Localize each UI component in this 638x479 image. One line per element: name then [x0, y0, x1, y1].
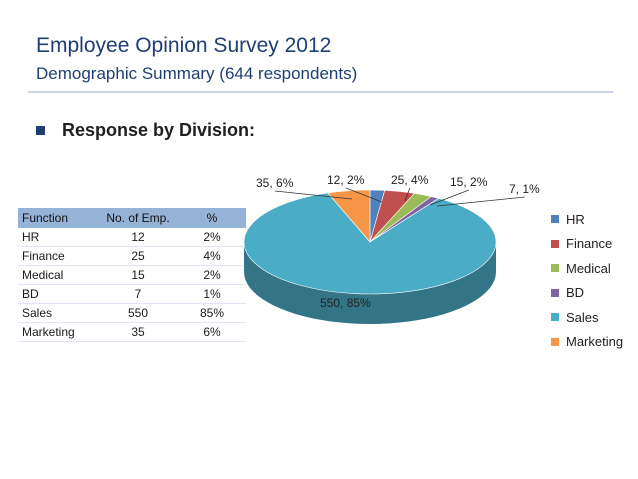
legend-label: Sales — [566, 309, 599, 325]
leader-line-finance — [404, 187, 411, 202]
table-row: Marketing 35 6% — [18, 322, 246, 342]
data-label-bd: 7, 1% — [509, 182, 540, 196]
cell-function: Marketing — [18, 322, 98, 342]
table-row: Finance 25 4% — [18, 246, 246, 266]
cell-percent: 2% — [178, 228, 246, 247]
pie-side-walls — [244, 242, 496, 324]
data-label-hr: 12, 2% — [327, 173, 365, 187]
legend-swatch — [551, 215, 559, 224]
pie-chart: 12, 2% 25, 4% 15, 2% 7, 1% 550, 85% 35, 6% — [243, 173, 540, 324]
legend-item-medical: Medical — [551, 256, 623, 281]
legend-item-sales: Sales — [551, 305, 623, 330]
cell-percent: 6% — [178, 322, 246, 342]
pie-slice-marketing — [327, 189, 371, 243]
legend-swatch — [551, 264, 559, 273]
table-row: HR 12 2% — [18, 228, 246, 247]
cell-function: Medical — [18, 265, 98, 285]
legend-label: BD — [566, 285, 585, 301]
data-label-medical: 15, 2% — [450, 175, 488, 189]
cell-function: HR — [18, 228, 98, 247]
legend-swatch — [551, 337, 559, 346]
cell-function: Sales — [18, 303, 98, 323]
legend-swatch — [551, 239, 559, 248]
cell-count: 35 — [98, 322, 178, 342]
leader-line-medical — [429, 189, 470, 206]
legend-label: Medical — [566, 260, 611, 276]
cell-count: 550 — [98, 303, 178, 323]
legend-item-hr: HR — [551, 207, 623, 232]
legend-item-finance: Finance — [551, 232, 623, 257]
legend-swatch — [551, 288, 559, 297]
legend-label: Marketing — [566, 334, 624, 350]
leader-line-marketing — [274, 190, 353, 200]
legend-label: Finance — [566, 236, 613, 252]
legend-swatch — [551, 313, 559, 322]
division-table: Function No. of Emp. % HR 12 2% Finance … — [18, 208, 246, 342]
header-percent: % — [178, 208, 246, 228]
slide-subtitle: Demographic Summary (644 respondents) — [36, 64, 358, 83]
header-function: Function — [18, 208, 98, 228]
pie-wall-sales — [244, 242, 496, 324]
square-bullet-icon — [36, 125, 45, 135]
bullet-point: Response by Division: — [36, 118, 255, 142]
slide-title: Employee Opinion Survey 2012 — [36, 34, 332, 57]
cell-percent: 2% — [178, 265, 246, 285]
cell-percent: 85% — [178, 303, 246, 323]
data-label-finance: 25, 4% — [391, 173, 429, 187]
data-label-marketing: 35, 6% — [256, 176, 294, 190]
cell-count: 25 — [98, 246, 178, 266]
cell-function: Finance — [18, 246, 98, 266]
legend-label: HR — [566, 211, 585, 227]
table-row: BD 7 1% — [18, 284, 246, 304]
chart-legend: HR Finance Medical BD Sales Marketing — [551, 207, 623, 354]
header-no-of-emp: No. of Emp. — [98, 208, 178, 228]
data-label-sales: 550, 85% — [320, 296, 371, 310]
table-row: Medical 15 2% — [18, 265, 246, 285]
leader-line-bd — [436, 196, 525, 207]
table-header-row: Function No. of Emp. % — [18, 208, 246, 228]
cell-percent: 1% — [178, 284, 246, 304]
cell-count: 7 — [98, 284, 178, 304]
cell-percent: 4% — [178, 246, 246, 266]
bullet-text: Response by Division: — [62, 119, 256, 140]
leader-line-hr — [345, 187, 383, 203]
legend-item-marketing: Marketing — [551, 330, 623, 355]
cell-count: 15 — [98, 265, 178, 285]
title-divider — [28, 91, 613, 93]
pie-slice-sales — [243, 192, 497, 295]
cell-function: BD — [18, 284, 98, 304]
table-row: Sales 550 85% — [18, 303, 246, 323]
cell-count: 12 — [98, 228, 178, 247]
legend-item-bd: BD — [551, 281, 623, 306]
